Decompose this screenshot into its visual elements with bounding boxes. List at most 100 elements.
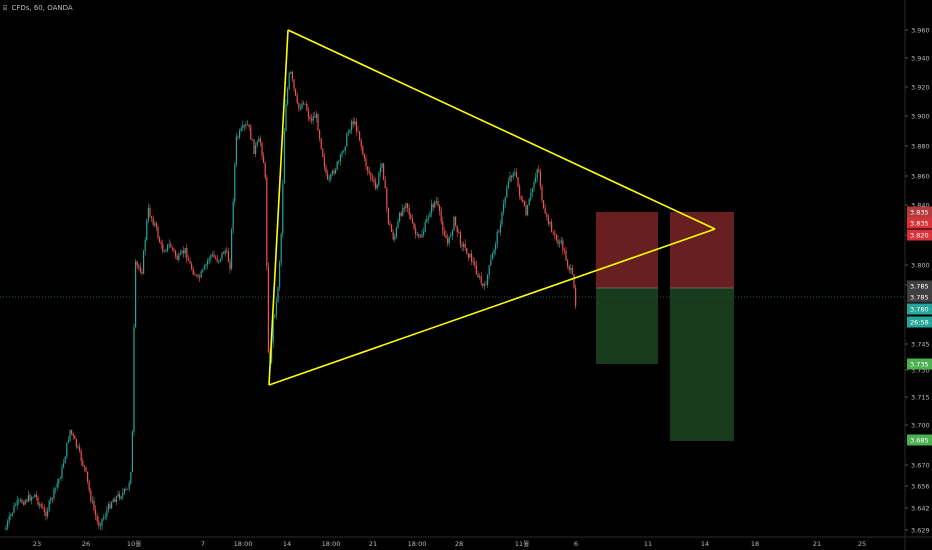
price-tick-label: 3.715 [911,394,930,402]
symbol-header[interactable]: ⌸ CFDs, 60, OANDA [3,4,75,13]
candle-body [219,258,221,261]
candle-body [328,179,330,180]
candle-body [186,247,188,260]
candle-body [437,201,439,206]
candle-body [83,465,85,468]
candle-body [423,231,425,235]
candle-body [527,205,529,216]
candle-body [133,327,135,432]
candle-body [32,497,34,498]
candle-body [253,139,255,154]
candle-body [152,218,154,225]
candle-body [520,195,522,200]
candle-body [403,207,405,209]
candle-body [79,446,81,451]
candle-body [85,467,87,472]
candle-body [178,254,180,260]
price-tick-label: 3.670 [911,462,930,470]
candle-body [424,222,426,232]
candle-body [320,138,322,149]
candle-body [192,269,194,275]
candle-body [554,232,556,235]
time-tick-label: 14 [283,540,291,548]
candle-body [466,248,468,255]
triangle-left-line [268,29,289,386]
candle-body [371,177,373,180]
time-tick-label: 18 [751,540,759,548]
candle-body [376,184,378,189]
candle-body [48,500,50,511]
candle-body [35,494,37,498]
candle-body [95,509,97,516]
candle-body [312,116,314,121]
candle-body [317,114,319,131]
candle-body [7,521,9,528]
candle-body [347,132,349,134]
candle-body [338,161,340,162]
candle-body [458,232,460,234]
candle-body [525,205,527,216]
candle-body [387,207,389,224]
candle-body [559,242,561,244]
candle-body [8,516,10,522]
candle-body [207,260,209,265]
candle-body [90,490,92,502]
candle-body [373,179,375,182]
take-profit-zone [670,288,734,441]
candle-body [136,261,138,266]
candle-body [181,250,183,253]
price-badge [907,291,932,303]
candle-body [258,138,260,142]
candle-body [352,121,354,125]
candle-body [355,121,357,131]
candle-body [445,235,447,239]
candle-body [306,103,308,111]
candle-body [304,103,306,105]
candle-body [464,244,466,249]
candle-body [555,234,557,241]
candle-body [53,488,55,499]
candle-body [512,173,514,178]
price-badge-label: 3.835 [910,220,929,228]
candle-body [200,271,202,278]
candle-body [197,274,199,277]
candle-body [243,125,245,127]
price-badge-label: 3.785 [910,283,929,291]
candle-body [343,150,345,153]
candle-body [571,268,573,275]
candle-body [19,499,21,501]
candle-body [560,240,562,243]
candle-body [336,161,338,170]
candle-body [211,254,213,256]
price-badge [907,434,932,446]
candle-body [18,500,20,501]
candle-body [168,244,170,246]
price-tick-label: 3.840 [911,202,930,210]
price-badge [907,206,932,218]
candle-body [51,498,53,500]
candle-body [419,236,421,238]
price-badge-label: 3.820 [910,232,929,240]
candle-body [91,500,93,502]
candle-body [160,242,162,245]
candle-body [144,239,146,251]
candle-body [544,208,546,214]
candle-body [333,170,335,174]
candle-body [165,250,167,252]
candle-body [208,258,210,261]
candle-body [379,167,381,174]
candle-body [416,234,418,235]
candle-body [13,505,15,513]
candle-body [488,265,490,275]
candle-body [176,256,178,260]
bookmark-icon: ⌸ [3,4,8,12]
candle-body [325,166,327,174]
candle-body [496,231,498,245]
candle-body [517,177,519,187]
candle-body [533,182,535,189]
candle-body [215,257,217,259]
price-badge [907,229,932,241]
candle-body [434,201,436,208]
